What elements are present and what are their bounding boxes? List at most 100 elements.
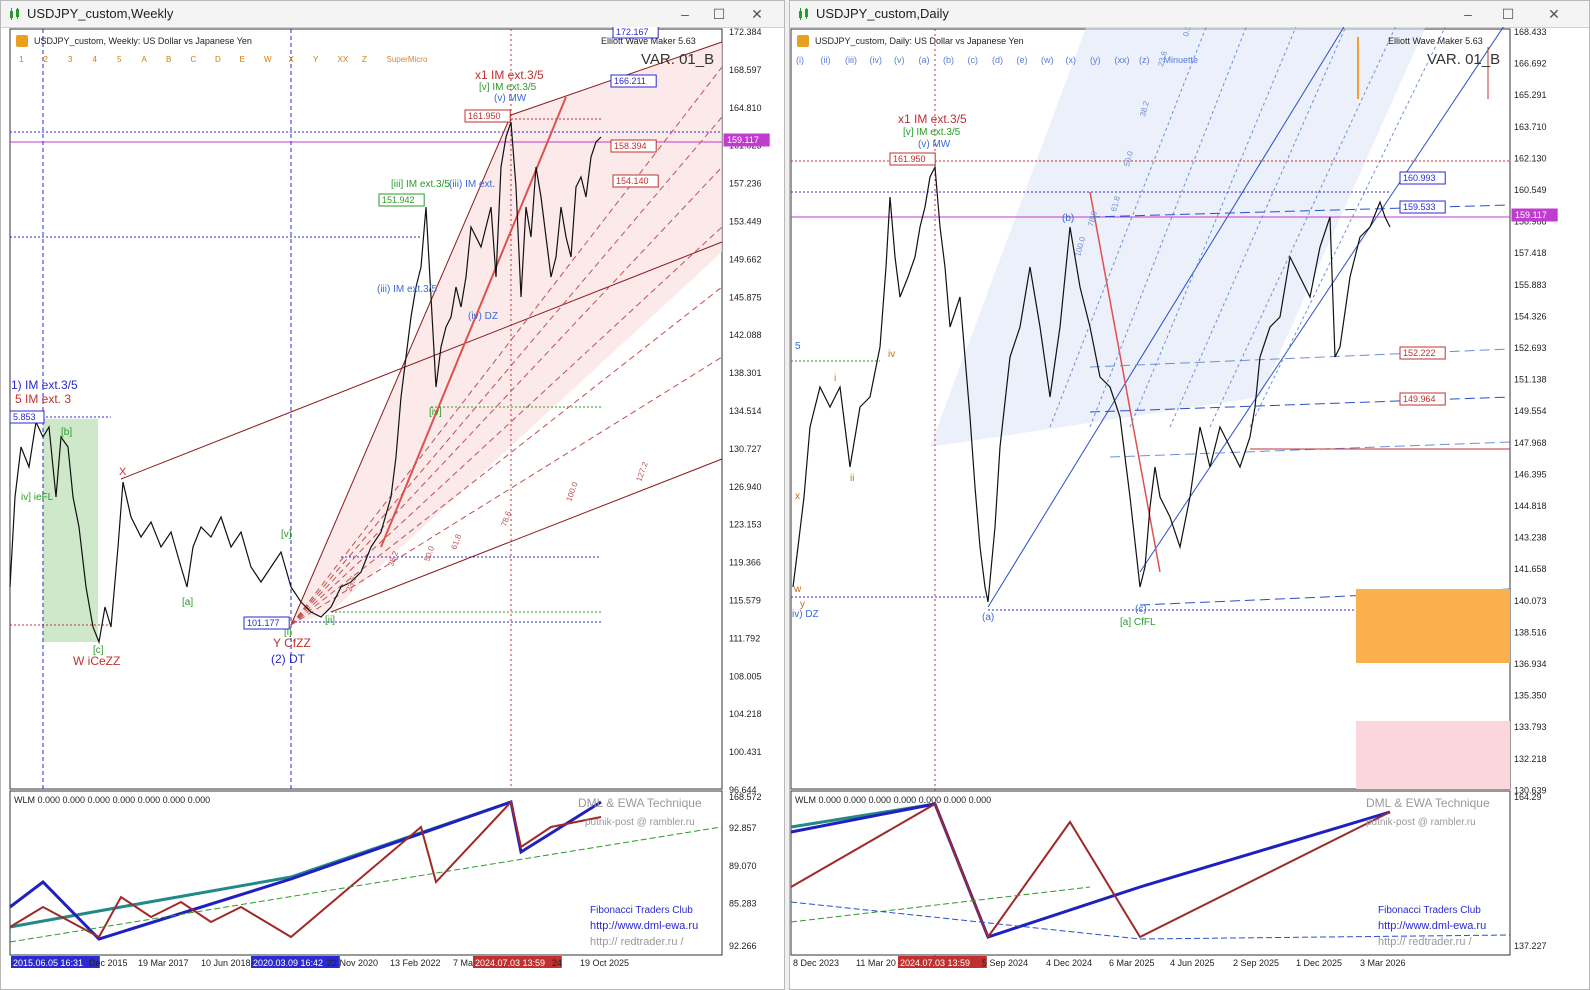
wave-label: [ii] [325,615,335,626]
degree-label: 3 [68,55,73,64]
date-tick: 6 Mar 2025 [1109,958,1155,968]
degree-label: (x) [1066,55,1077,65]
price-tick: 149.662 [729,254,762,264]
degree-label: Minuette [1164,55,1199,65]
trend-line [1089,191,1161,573]
price-axis: 168.433 166.692 165.291 163.710 162.130 160.5… [1514,27,1547,795]
wave-label: (v) MW [918,139,951,150]
price-box: 158.394 [614,141,647,151]
date-tick: 2024.07.03 13:59 [900,958,970,968]
date-tick: 8 Dec 2023 [793,958,839,968]
wave-label: W iCeZZ [73,654,120,668]
degree-label: (xx) [1115,55,1130,65]
date-tick: Dec 2015 [89,958,128,968]
degree-label: XX [338,55,349,64]
price-tick: 152.693 [1514,343,1547,353]
price-tick: 172.384 [729,27,762,37]
title-bar[interactable]: USDJPY_custom,Weekly – ☐ ✕ [1,1,784,28]
price-tick: 153.449 [729,217,762,227]
wave-label: [v] IM ext.3/5 [903,127,961,138]
degree-label: Z [362,55,367,64]
date-tick: 2024.07.03 13:59 [475,958,545,968]
price-tick: 123.153 [729,520,762,530]
title-bar[interactable]: USDJPY_custom,Daily – ☐ ✕ [790,1,1589,28]
degree-label: (ii) [821,55,831,65]
price-tick: 141.658 [1514,564,1547,574]
price-boxes: 159.117 161.950 160.993 159.533 152.222 149.9… [889,152,1558,406]
maximize-button[interactable]: ☐ [712,6,726,22]
price-tick: 163.710 [1514,122,1547,132]
date-tick: 1 Dec 2025 [1296,958,1342,968]
degree-label: (a) [919,55,930,65]
target-zone-orange [1356,589,1510,663]
degree-label: 5 [117,55,122,64]
chart-header: USDJPY_custom, Daily: US Dollar vs Japan… [797,35,1500,68]
window-title: USDJPY_custom,Weekly [27,6,174,21]
wave-label: i [834,373,836,384]
price-tick: 147.968 [1514,438,1547,448]
wave-label: x1 IM ext.3/5 [475,68,544,82]
wave-label: (iv) DZ [468,311,498,322]
price-tick: 151.138 [1514,375,1547,385]
price-tick: 142.088 [729,330,762,340]
wave-label: (iii) IM ext.3/5 [377,284,437,295]
daily-chart-window[interactable]: USDJPY_custom,Daily – ☐ ✕ [789,0,1590,990]
date-tick: 2015.06.05 16:31 [13,958,83,968]
expert-icon [16,35,28,47]
fib-label: 23.6 [1156,50,1169,68]
price-tick: 140.073 [1514,596,1547,606]
price-box-frame [610,139,657,153]
date-tick: 19 Oct 2025 [580,958,629,968]
indicator-line-red [9,799,602,939]
wave-label: [a] [182,597,193,608]
degree-label: (e) [1017,55,1028,65]
price-tick: 158.968 [1514,217,1547,227]
chart-candles-icon [10,8,19,20]
price-tick: 138.516 [1514,627,1547,637]
price-box-frame [1399,171,1446,185]
brand-text: http:// redtrader.ru / [1378,936,1472,948]
fib-channel-zone [930,27,1426,447]
price-series [792,164,1391,603]
indicator-tick: 168.572 [729,792,762,802]
date-highlight [473,956,562,968]
price-tick: 135.350 [1514,691,1547,701]
fib-label: 78.6 [1086,210,1099,228]
close-button[interactable]: ✕ [1548,6,1560,22]
minimize-button[interactable]: – [1464,6,1472,22]
indicator-tick: 164.29 [1514,792,1542,802]
brand-text: putnik-post @ rambler.ru [585,817,695,828]
channel-line [120,241,723,480]
degree-label-row: 1 2 3 4 5 A B C D E W X Y XX Z SuperMicro [19,55,428,64]
degree-label: (d) [992,55,1003,65]
brand-text: putnik-post @ rambler.ru [1366,817,1476,828]
chart-candles-icon [799,8,808,20]
price-tick: 92.857 [729,823,757,833]
wave-label: [iv] [429,407,442,418]
price-box-frame [464,109,511,123]
degree-label: (b) [943,55,954,65]
daily-chart-canvas[interactable]: x1 IM ext.3/5 [v] IM ext.3/5 (v) MW iv) … [790,27,1590,990]
maximize-button[interactable]: ☐ [1501,6,1515,22]
degree-label: W [264,55,272,64]
weekly-chart-canvas[interactable]: x1 IM ext.3/5 [v] IM ext.3/5 (v) MW [iii… [1,27,785,990]
price-tick: 126.940 [729,482,762,492]
price-tick: 162.130 [1514,153,1547,163]
price-tick: 115.579 [729,596,761,606]
chart-header-text: USDJPY_custom, Daily: US Dollar vs Japan… [815,36,1024,46]
brand-text: http://www.dml-ewa.ru [1378,920,1486,932]
brand-text: http:// redtrader.ru / [590,936,684,948]
price-tick: 160.549 [1514,185,1547,195]
brand-text: Fibonacci Traders Club [1378,905,1481,916]
date-tick: 10 Jun 2018 [201,958,251,968]
price-tick: 111.792 [729,633,760,643]
close-button[interactable]: ✕ [751,6,763,22]
price-box-frame [610,74,657,88]
minimize-button[interactable]: – [681,6,689,22]
weekly-chart-window[interactable]: USDJPY_custom,Weekly – ☐ ✕ [0,0,785,990]
degree-label: 4 [93,55,98,64]
date-tick: 13 Feb 2022 [390,958,441,968]
price-tick: 143.238 [1514,533,1547,543]
date-highlight [11,956,100,968]
